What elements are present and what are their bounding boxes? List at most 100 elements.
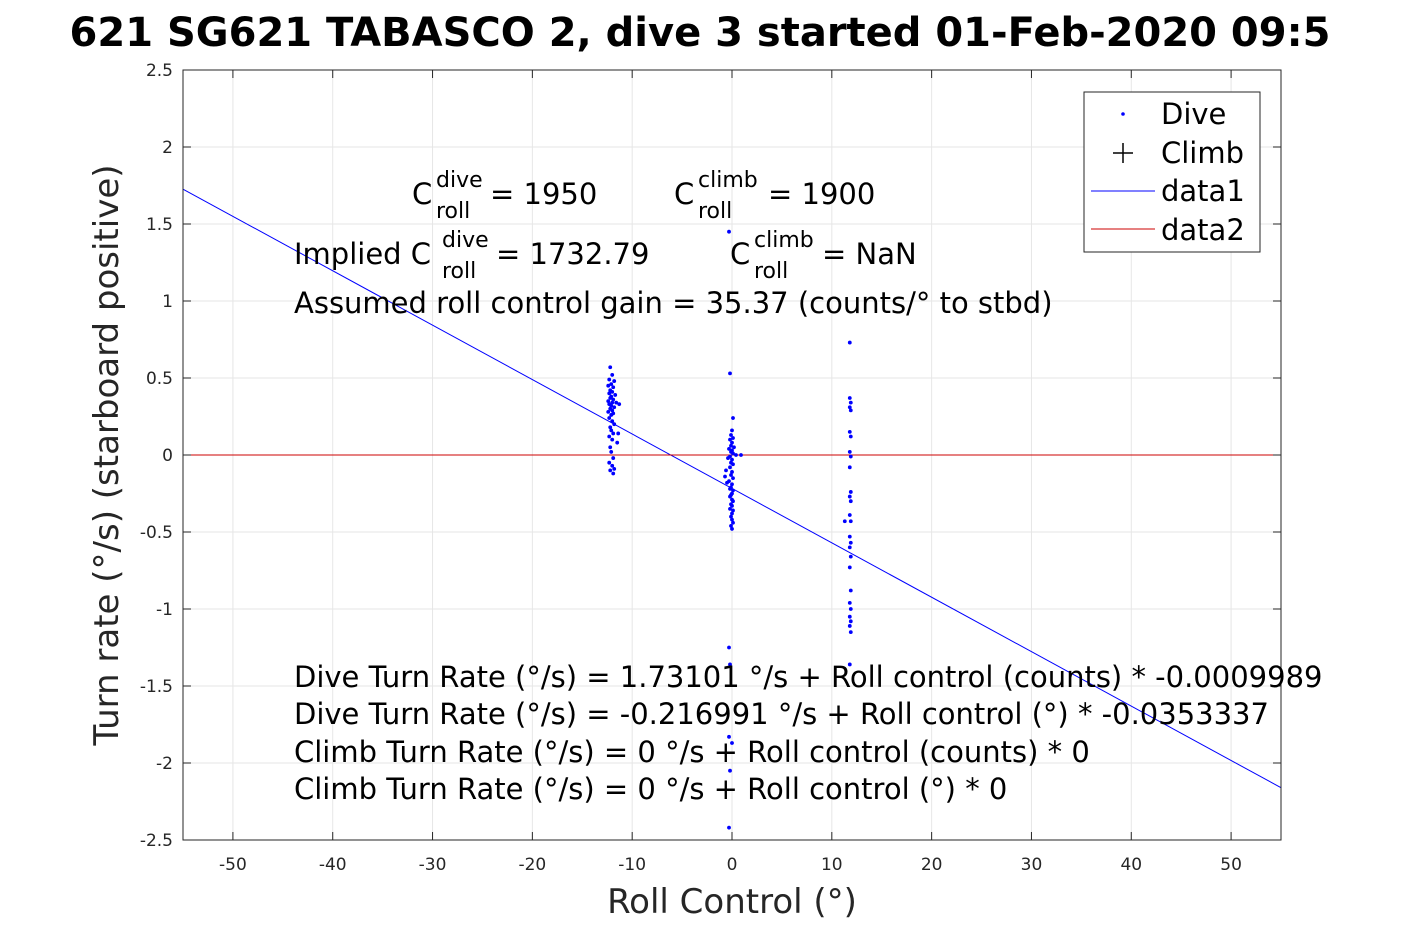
dive-point xyxy=(848,454,853,459)
x-tick-label: 50 xyxy=(1220,855,1242,875)
dive-point xyxy=(606,383,611,388)
dive-point xyxy=(732,445,736,450)
y-tick-label: 2 xyxy=(162,138,173,158)
dive-point xyxy=(727,825,731,830)
dive-point xyxy=(616,431,621,436)
equation-climb-degrees: Climb Turn Rate (°/s) = 0 °/s + Roll con… xyxy=(294,772,1007,806)
dive-point xyxy=(607,377,612,382)
dive-point xyxy=(728,486,732,491)
y-tick-label: -2.5 xyxy=(140,831,173,851)
dive-point xyxy=(731,462,735,467)
x-tick-label: 20 xyxy=(921,855,943,875)
y-tick-label: 1 xyxy=(162,292,173,312)
dive-point xyxy=(847,662,852,667)
dive-point xyxy=(848,588,853,593)
dive-point xyxy=(730,517,734,522)
dive-point xyxy=(730,527,734,531)
y-tick-label: 0 xyxy=(162,446,173,466)
c-climb-sup: climb xyxy=(698,168,758,193)
x-tick-label: 10 xyxy=(821,855,843,875)
dive-point xyxy=(610,408,615,413)
dive-point xyxy=(848,434,853,439)
c-climb-base: C xyxy=(674,177,694,211)
dive-point xyxy=(848,490,853,494)
chart-title: 621 SG621 TABASCO 2, dive 3 started 01-F… xyxy=(70,10,1331,56)
legend: Dive Climb data1 data2 xyxy=(1083,91,1261,253)
dive-point xyxy=(847,565,852,570)
dive-point xyxy=(608,445,613,450)
dive-point xyxy=(847,494,852,499)
dive-point xyxy=(848,400,853,405)
dive-point xyxy=(613,393,618,397)
dive-point xyxy=(729,523,733,528)
x-tick-label: -50 xyxy=(219,855,247,875)
dive-point xyxy=(727,446,731,451)
dive-point xyxy=(611,431,616,436)
dive-point xyxy=(847,340,852,345)
dive-point xyxy=(607,460,612,465)
dive-point xyxy=(731,508,735,513)
dive-point xyxy=(609,382,614,387)
legend-data2-label: data2 xyxy=(1161,213,1245,247)
dive-point xyxy=(848,619,853,624)
equation-climb-counts: Climb Turn Rate (°/s) = 0 °/s + Roll con… xyxy=(294,735,1090,769)
x-tick-label: -30 xyxy=(419,855,447,875)
dive-point xyxy=(728,371,732,376)
dive-point xyxy=(728,507,732,511)
x-tick-label: -20 xyxy=(518,855,546,875)
dive-point xyxy=(848,630,853,634)
dive-point xyxy=(610,373,615,377)
implied-climb-value: = NaN xyxy=(822,237,917,271)
dive-point xyxy=(729,473,733,477)
dive-point xyxy=(730,482,734,487)
dive-point xyxy=(730,457,734,462)
dive-point xyxy=(615,440,620,445)
gain-annotation: Assumed roll control gain = 35.37 (count… xyxy=(294,286,1053,320)
dive-point xyxy=(609,413,614,417)
dive-point xyxy=(606,409,611,414)
implied-dive-sup: dive xyxy=(442,228,489,253)
dive-point xyxy=(617,402,622,407)
x-tick-label: 40 xyxy=(1120,855,1142,875)
dive-point xyxy=(847,450,852,454)
dive-point xyxy=(730,503,734,508)
dive-point xyxy=(730,428,734,433)
dive-point xyxy=(730,470,734,474)
dive-point xyxy=(608,425,613,430)
dive-point xyxy=(608,396,613,400)
dive-point xyxy=(609,450,614,454)
dive-point xyxy=(730,741,734,745)
dive-point xyxy=(731,488,735,493)
dive-point xyxy=(847,513,852,517)
dive-point xyxy=(610,400,615,405)
dive-point xyxy=(610,389,615,394)
legend-dive-label: Dive xyxy=(1161,97,1226,131)
dive-point xyxy=(847,614,852,619)
dive-point xyxy=(607,434,612,439)
dive-point xyxy=(611,385,616,390)
dive-point xyxy=(729,514,733,519)
c-climb-value: = 1900 xyxy=(768,177,875,211)
dive-point xyxy=(612,379,617,383)
dive-point xyxy=(729,443,733,448)
dive-point xyxy=(606,399,611,403)
dive-point xyxy=(725,480,729,485)
dive-point xyxy=(842,519,847,524)
x-tick-label: 30 xyxy=(1021,855,1043,875)
dive-point xyxy=(614,400,619,405)
dive-point xyxy=(848,519,853,524)
dive-point xyxy=(847,600,852,605)
dive-point xyxy=(848,499,853,504)
dive-point xyxy=(608,365,613,370)
dive-point xyxy=(608,468,613,473)
dive-point xyxy=(609,428,614,433)
dive-point xyxy=(612,422,617,427)
x-tick-label: -40 xyxy=(319,855,347,875)
y-tick-label: 1.5 xyxy=(146,215,173,235)
dive-point xyxy=(848,607,853,611)
dive-point xyxy=(847,545,852,550)
c-dive-base: C xyxy=(412,177,432,211)
dive-point xyxy=(727,734,731,739)
y-axis-label: Turn rate (°/s) (starboard positive) xyxy=(87,164,127,746)
dive-point xyxy=(726,456,730,460)
